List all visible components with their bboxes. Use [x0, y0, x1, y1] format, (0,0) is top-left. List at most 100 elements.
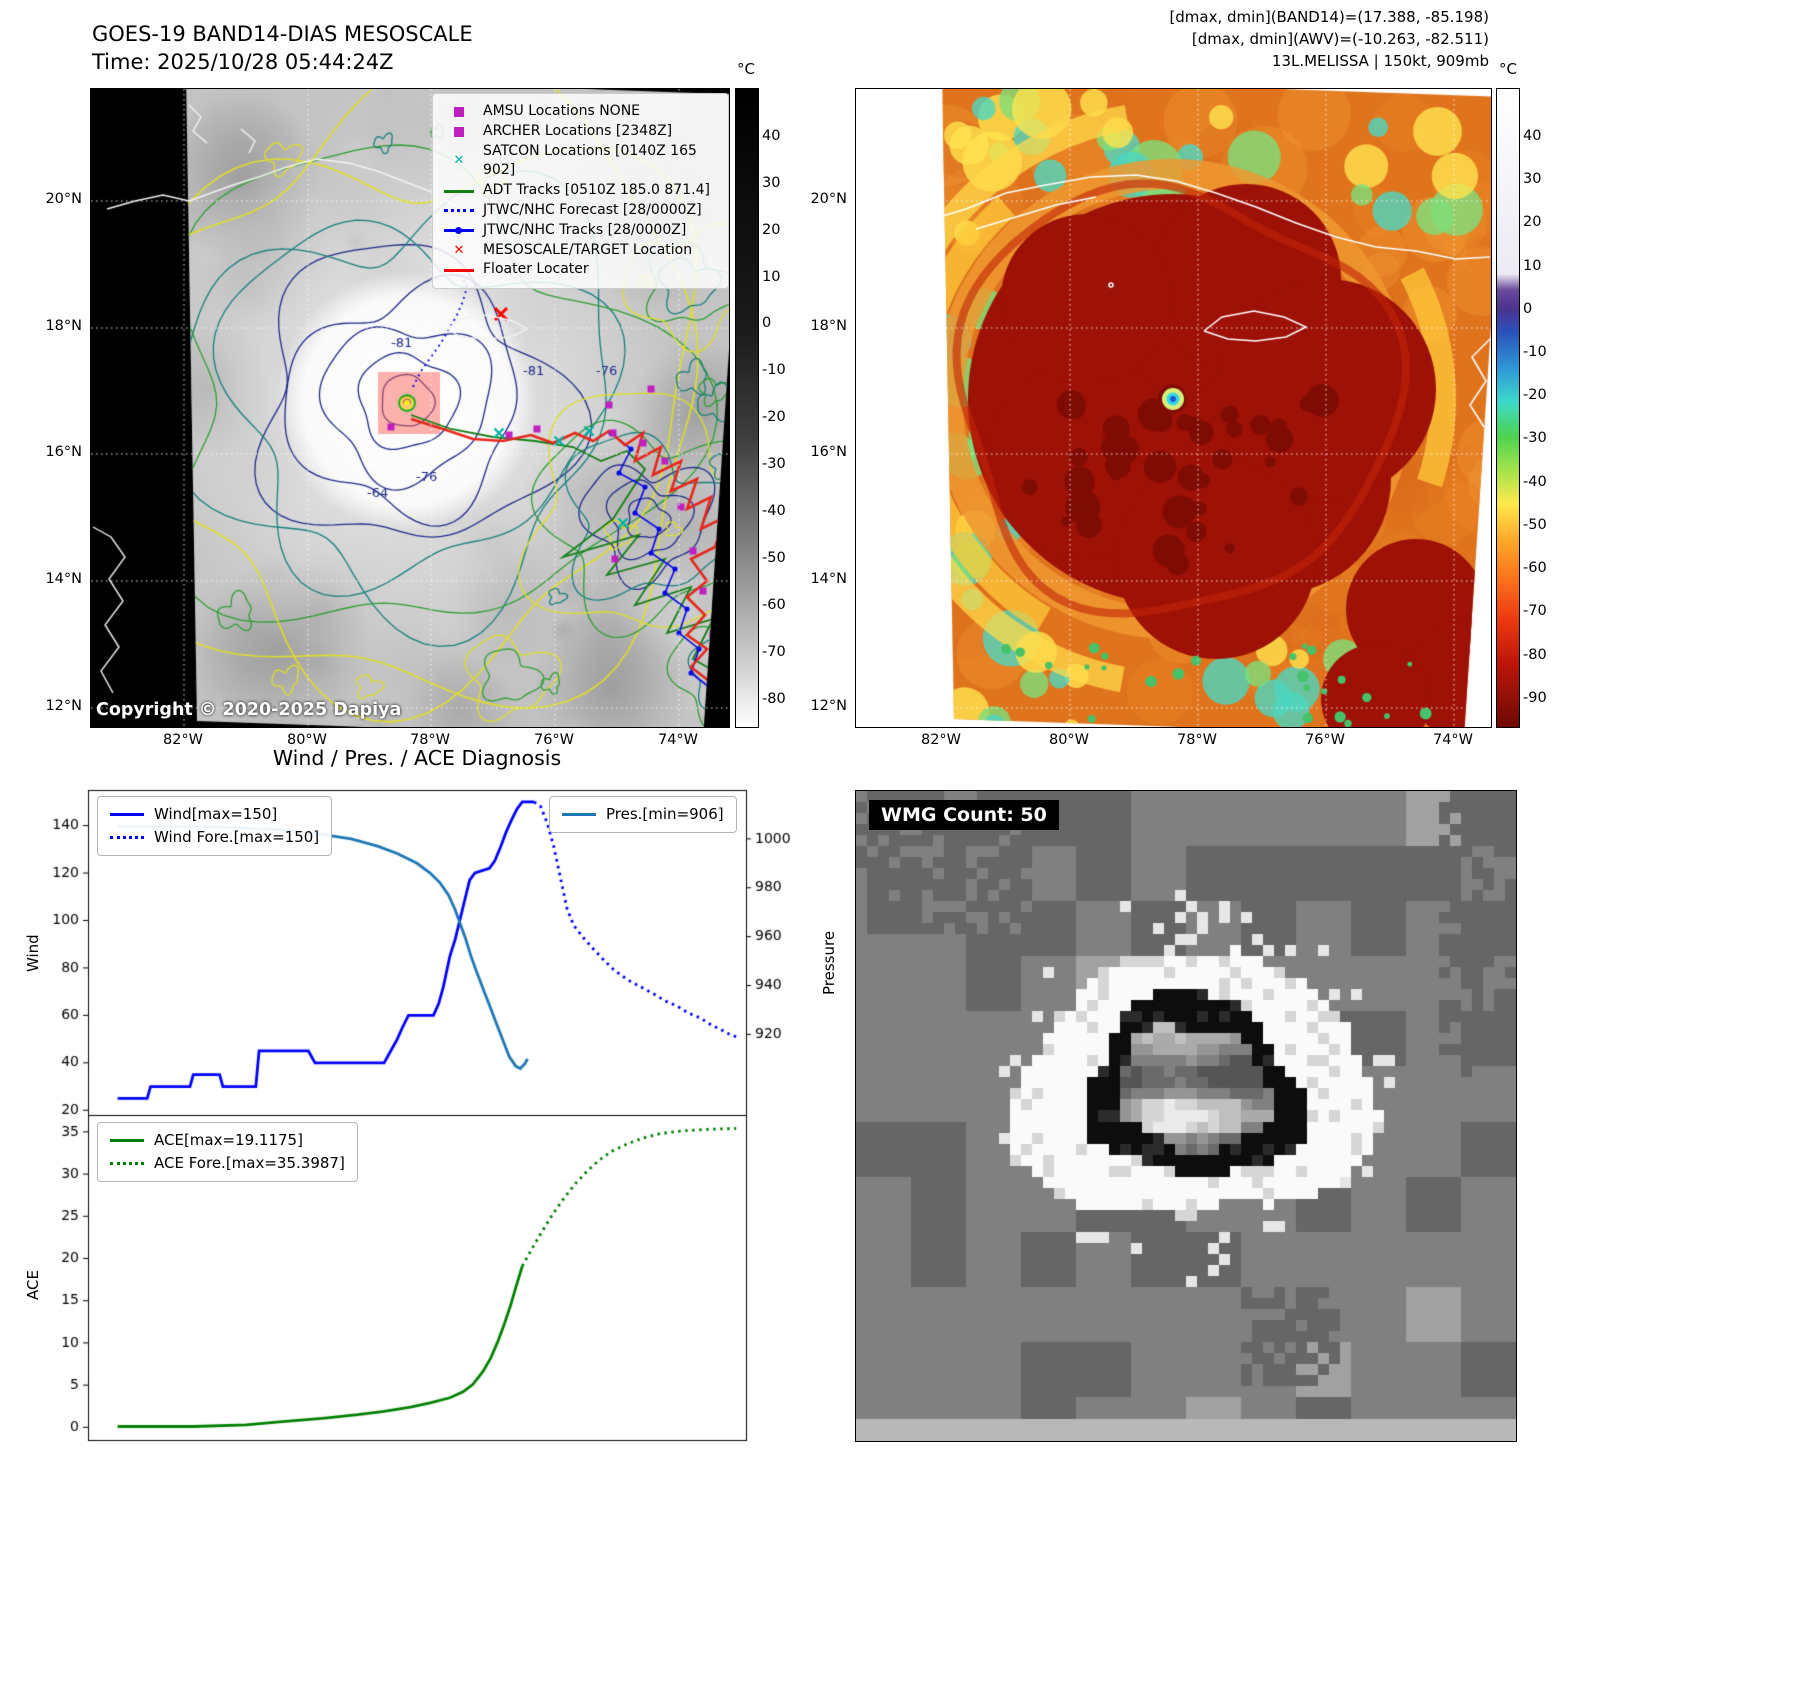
lat-tick-label: 16°N	[45, 444, 82, 460]
lat-tick-label: 20°N	[45, 191, 82, 207]
colorbar-tick-label: 30	[1523, 171, 1542, 188]
colorbar-tick-label: -50	[1523, 516, 1547, 533]
legend-item-label: ARCHER Locations [2348Z]	[483, 122, 673, 139]
ir-colorbar	[1496, 88, 1520, 728]
colorbar-tick-label: -60	[1523, 560, 1547, 577]
legend-item-label: JTWC/NHC Forecast [28/0000Z]	[483, 201, 702, 218]
legend-item-label: Floater Locater	[483, 261, 589, 278]
chart-legend-item: ACE Fore.[max=35.3987]	[110, 1152, 345, 1175]
lon-tick-label: 78°W	[1176, 732, 1218, 748]
dotted-line-icon	[110, 836, 144, 839]
chart-legend-label: ACE Fore.[max=35.3987]	[154, 1154, 345, 1172]
lat-tick-label: 12°N	[45, 698, 82, 714]
legend-item: ARCHER Locations [2348Z]	[443, 122, 718, 142]
colorbar-tick-label: -10	[1523, 343, 1547, 360]
square-legend-icon	[443, 126, 475, 137]
colorbar-tick-label: -80	[762, 690, 786, 707]
storm-name-intensity-text: 13L.MELISSA | 150kt, 909mb	[1271, 52, 1489, 70]
lon-tick-label: 76°W	[1304, 732, 1346, 748]
wind-legend: Wind[max=150] Wind Fore.[max=150]	[97, 796, 333, 856]
colorbar-tick-label: 10	[1523, 257, 1542, 274]
colorbar-tick-label: 40	[762, 127, 781, 144]
colorbar-tick-label: -70	[1523, 603, 1547, 620]
legend-item: JTWC/NHC Tracks [28/0000Z]	[443, 221, 718, 241]
x-legend-icon: ✕	[453, 153, 465, 169]
dotted-legend-icon	[443, 209, 475, 213]
x-legend-icon: ✕	[453, 242, 465, 258]
colorbar-tick-label: 40	[1523, 127, 1542, 144]
colorbar-tick-label: -30	[762, 456, 786, 473]
chart-legend-label: Wind Fore.[max=150]	[154, 828, 320, 846]
lat-tick-label: 14°N	[45, 571, 82, 587]
colorbar-tick-label: 30	[762, 174, 781, 191]
wmg-count-badge: WMG Count: 50	[869, 800, 1059, 830]
wmg-pixel-map-canvas	[855, 790, 1517, 1442]
lat-tick-label: 16°N	[810, 444, 847, 460]
map-legend: AMSU Locations NONE ARCHER Locations [234…	[432, 93, 729, 290]
square-legend-icon	[443, 106, 475, 117]
lon-tick-label: 82°W	[920, 732, 962, 748]
lat-tick-label: 18°N	[45, 318, 82, 334]
wind-axis-label: Wind	[24, 934, 42, 972]
chart-legend-item: Wind[max=150]	[110, 803, 319, 826]
panel1-time: Time: 2025/10/28 05:44:24Z	[92, 50, 394, 74]
legend-item-label: MESOSCALE/TARGET Location	[483, 241, 693, 258]
colorbar-tick-label: -20	[1523, 387, 1547, 404]
pressure-axis-label: Pressure	[820, 930, 838, 995]
legend-item: JTWC/NHC Forecast [28/0000Z]	[443, 201, 718, 221]
colorbar-tick-label: -20	[762, 409, 786, 426]
legend-item: ✕ SATCON Locations [0140Z 165 902]	[443, 142, 718, 182]
colorbar-tick-label: 0	[762, 315, 772, 332]
lat-tick-label: 18°N	[810, 318, 847, 334]
colorbar-tick-label: -30	[1523, 430, 1547, 447]
colorbar-tick-label: 10	[762, 268, 781, 285]
lon-tick-label: 74°W	[1432, 732, 1474, 748]
solid-line-icon	[562, 813, 596, 816]
solid-line-icon	[110, 1139, 144, 1142]
colorbar-tick-label: 0	[1523, 300, 1533, 317]
ace-legend: ACE[max=19.1175] ACE Fore.[max=35.3987]	[97, 1122, 358, 1182]
dotted-line-icon	[110, 1162, 144, 1165]
chart-legend-label: ACE[max=19.1175]	[154, 1131, 303, 1149]
line-legend-icon	[443, 268, 475, 272]
lat-tick-label: 20°N	[810, 191, 847, 207]
chart-legend-item: ACE[max=19.1175]	[110, 1129, 345, 1152]
ace-axis-label: ACE	[24, 1270, 42, 1300]
colorbar-tick-label: -50	[762, 550, 786, 567]
colorbar-tick-label: 20	[762, 221, 781, 238]
dmax-dmin-awv-text: [dmax, dmin](AWV)=(-10.263, -82.511)	[1191, 30, 1489, 48]
chart-legend-label: Wind[max=150]	[154, 805, 278, 823]
legend-item-label: SATCON Locations [0140Z 165 902]	[483, 142, 697, 179]
band14-colorbar-unit: °C	[737, 60, 755, 78]
chart-legend-label: Pres.[min=906]	[606, 805, 724, 823]
lat-tick-label: 14°N	[810, 571, 847, 587]
panel1-title: GOES-19 BAND14-DIAS MESOSCALE	[92, 22, 473, 46]
legend-item-label: AMSU Locations NONE	[483, 103, 641, 119]
pressure-legend: Pres.[min=906]	[549, 796, 737, 833]
colorbar-tick-label: -70	[762, 643, 786, 660]
legend-item-label: JTWC/NHC Tracks [28/0000Z]	[483, 221, 687, 238]
line-legend-icon	[443, 189, 475, 193]
colorbar-tick-label: -80	[1523, 646, 1547, 663]
band14-colorbar	[735, 88, 759, 728]
legend-item: AMSU Locations NONE	[443, 102, 718, 122]
colorbar-tick-label: -60	[762, 596, 786, 613]
legend-item: ✕ MESOSCALE/TARGET Location	[443, 241, 718, 261]
colorbar-tick-label: -40	[1523, 473, 1547, 490]
chart-legend-item: Pres.[min=906]	[562, 803, 724, 826]
line-dot-legend-icon	[443, 227, 475, 235]
legend-item: Floater Locater	[443, 260, 718, 280]
legend-item: ADT Tracks [0510Z 185.0 871.4]	[443, 181, 718, 201]
colorbar-tick-label: 20	[1523, 214, 1542, 231]
lon-tick-label: 80°W	[1048, 732, 1090, 748]
dmax-dmin-band14-text: [dmax, dmin](BAND14)=(17.388, -85.198)	[1169, 8, 1489, 26]
copyright-text: Copyright © 2020-2025 Dapiya	[96, 700, 402, 720]
colorbar-tick-label: -40	[762, 503, 786, 520]
solid-line-icon	[110, 813, 144, 816]
colorbar-tick-label: -90	[1523, 689, 1547, 706]
ir-colorbar-unit: °C	[1499, 60, 1517, 78]
lat-tick-label: 12°N	[810, 698, 847, 714]
chart-legend-item: Wind Fore.[max=150]	[110, 826, 319, 849]
wind-pres-ace-chart-canvas	[0, 740, 850, 1450]
